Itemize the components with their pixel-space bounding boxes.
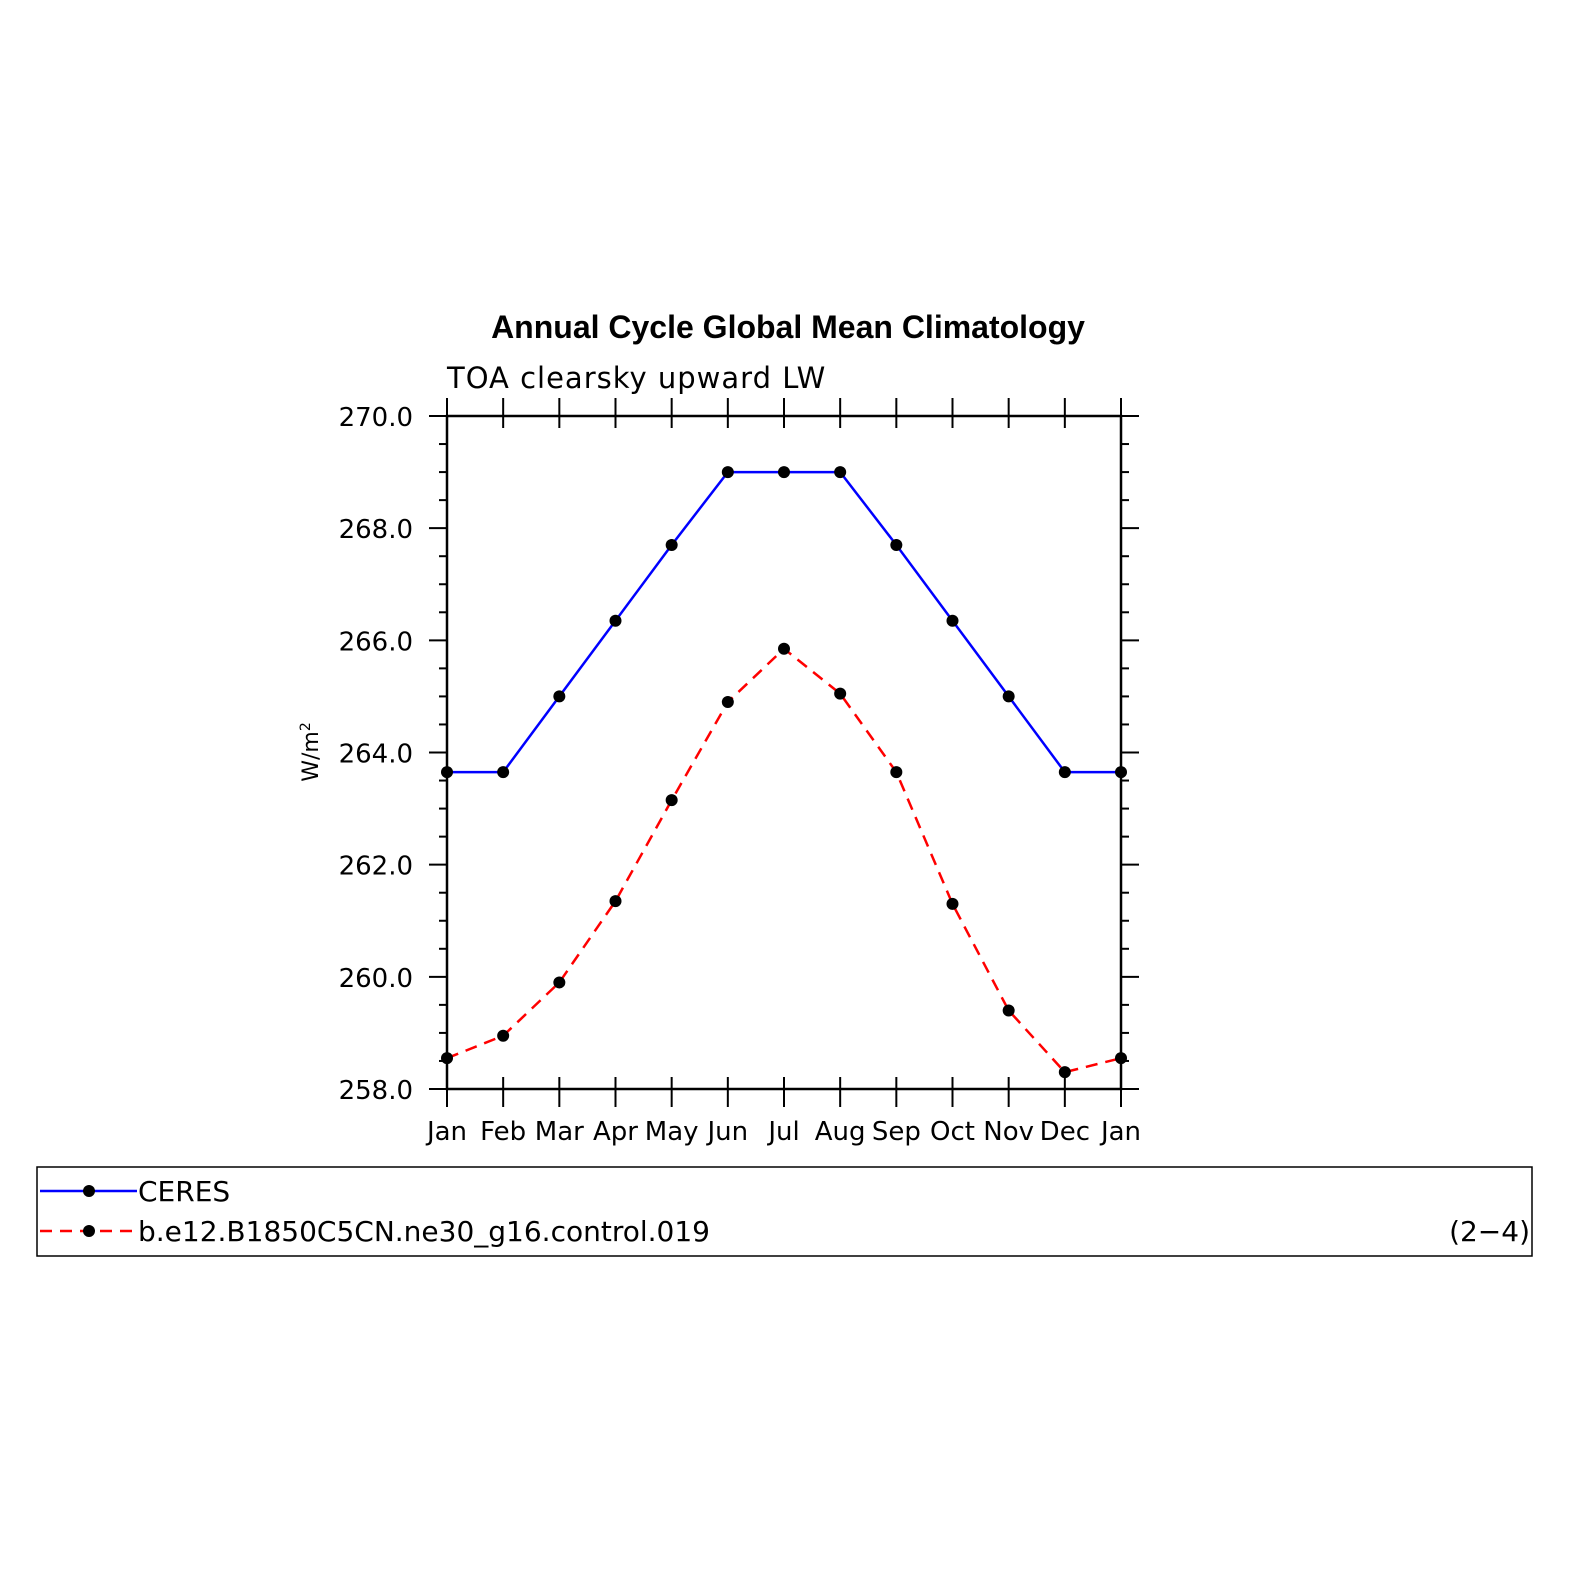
series-1-point — [665, 538, 678, 551]
x-tick-label: Aug — [815, 1117, 866, 1147]
series-1-point — [721, 466, 734, 479]
x-tick-label: Jun — [706, 1117, 749, 1147]
chart-subtitle: TOA clearsky upward LW — [446, 361, 826, 395]
series-2-point — [553, 976, 566, 989]
legend-marker-2 — [83, 1225, 95, 1237]
chart-title: Annual Cycle Global Mean Climatology — [491, 309, 1085, 345]
legend-marker-1 — [83, 1185, 95, 1197]
series-2-point — [1002, 1004, 1015, 1017]
legend-label-1: CERES — [138, 1175, 230, 1208]
x-tick-label: Feb — [480, 1117, 526, 1147]
series-1-point — [1115, 766, 1127, 779]
x-tick-label: Mar — [535, 1117, 584, 1147]
series-1-point — [497, 766, 510, 779]
series-1-point — [441, 766, 453, 779]
series-layer — [441, 466, 1127, 1079]
series-1-point — [609, 614, 622, 627]
series-1-point — [946, 614, 959, 627]
y-tick-label: 266.0 — [339, 627, 413, 657]
x-tick-label: Apr — [593, 1117, 638, 1147]
series-2-point — [778, 642, 790, 655]
series-line-1 — [447, 470, 1121, 774]
series-1-point — [778, 466, 790, 479]
series-1-point — [1002, 690, 1015, 703]
y-tick-label: 270.0 — [339, 403, 413, 433]
x-tick-label: Sep — [872, 1117, 921, 1147]
x-tick-label: Nov — [983, 1117, 1034, 1147]
series-1-point — [834, 466, 847, 479]
x-tick-label: Oct — [930, 1117, 975, 1147]
series-2-point — [1115, 1052, 1127, 1065]
series-2-point — [890, 766, 903, 779]
x-tick-label: Jan — [425, 1117, 467, 1147]
panel-label: (2−4) — [1449, 1215, 1530, 1248]
x-tick-label: Jan — [1099, 1117, 1141, 1147]
y-tick-label: 258.0 — [339, 1076, 413, 1106]
x-tick-label: May — [645, 1117, 699, 1147]
plot-area: Jan Feb Mar Apr May Jun Jul Aug Sep Oct Nov Dec Jan 2… — [339, 398, 1141, 1147]
plot-frame — [445, 414, 1123, 1091]
series-1-point — [890, 538, 903, 551]
y-tick-label: 262.0 — [339, 852, 413, 882]
series-2-point — [1058, 1066, 1071, 1079]
series-2-point — [609, 895, 622, 908]
legend-label-2: b.e12.B1850C5CN.ne30_g16.control.019 — [138, 1215, 710, 1248]
x-tick-label: Dec — [1040, 1117, 1090, 1147]
series-2-point — [497, 1029, 510, 1042]
y-tick-label: 264.0 — [339, 740, 413, 770]
x-tick-label: Jul — [766, 1117, 799, 1147]
y-tick-label: 260.0 — [339, 964, 413, 994]
series-2-point — [721, 696, 734, 709]
series-2-point — [665, 794, 678, 807]
y-axis-label: W/m2 — [298, 722, 324, 782]
series-2-point — [834, 687, 847, 700]
series-1-point — [553, 690, 566, 703]
y-tick-label: 268.0 — [339, 515, 413, 545]
legend-box — [36, 1166, 1533, 1257]
series-1-point — [1058, 766, 1071, 779]
series-2-point — [946, 897, 959, 910]
series-2-point — [441, 1052, 453, 1065]
legend: CERES b.e12.B1850C5CN.ne30_g16.control.01… — [36, 1166, 1533, 1257]
